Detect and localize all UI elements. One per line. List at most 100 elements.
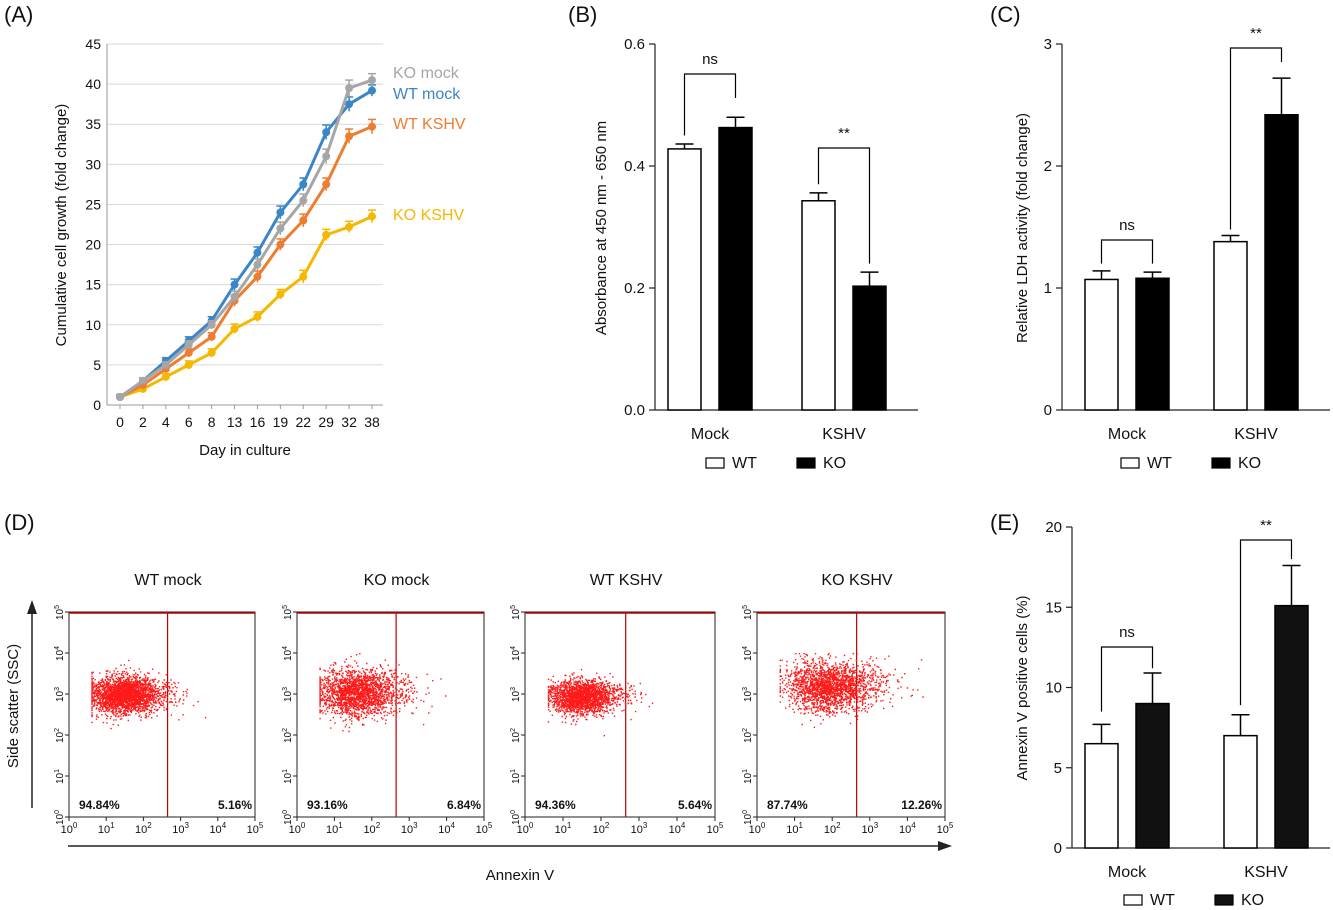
y-tick-label-C: 1 [1044,280,1052,297]
data-point-a [138,376,147,385]
x-category-label-B: Mock [691,426,730,443]
legend-swatch-B [796,457,816,469]
legend-swatch-B [705,457,725,469]
x-tick-label-d: 101 [786,821,803,836]
legend-label-B: WT [732,455,757,472]
significance-label-C: ** [1250,25,1262,42]
x-category-label-B: KSHV [822,426,866,443]
x-tick-label-d: 101 [326,821,343,836]
facs-plot: KO KSHV100100101101102102103103104104105… [742,572,954,836]
y-tick-label-d: 105 [54,605,66,620]
x-tick-label-d: 104 [209,821,226,836]
y-tick-label-d: 104 [742,646,754,661]
bar-C [1264,114,1299,411]
y-tick-label-a: 15 [85,277,101,293]
x-tick-label-d: 101 [98,821,115,836]
y-axis-label-E: Annexin V positive cells (%) [1014,595,1031,780]
data-point-a [116,392,124,401]
y-tick-label-B: 0.4 [624,158,645,175]
legend-label-C: KO [1238,455,1261,472]
y-tick-label-d: 100 [282,810,294,825]
data-point-a [230,292,239,301]
data-point-a [368,76,376,85]
data-point-a [207,348,216,357]
y-tick-label-E: 20 [1045,519,1062,536]
legend-swatch-C [1211,457,1231,469]
data-point-a [276,224,285,233]
y-tick-label-a: 45 [85,36,101,52]
y-tick-label-d: 105 [282,605,294,620]
significance-label-E: ** [1260,517,1272,534]
right-quadrant-percent: 5.16% [218,798,252,812]
x-tick-label-d: 101 [555,821,572,836]
facs-plot-title: WT mock [134,572,202,589]
y-tick-label-d: 102 [282,728,294,743]
data-point-a [345,132,354,141]
series-label-a: WT mock [393,86,461,103]
x-tick-label-a: 32 [341,414,357,430]
bar-E [1274,604,1309,849]
y-tick-label-d: 104 [510,646,522,661]
y-tick-label-d: 101 [282,769,294,784]
x-category-label-C: Mock [1108,426,1147,443]
x-tick-label-a: 29 [318,414,334,430]
data-point-a [368,122,376,131]
data-point-a [322,180,331,189]
y-tick-label-d: 105 [742,605,754,620]
significance-bracket-B [817,147,871,264]
y-tick-label-d: 100 [742,810,754,825]
x-category-label-C: KSHV [1234,426,1278,443]
x-tick-label-d: 102 [363,821,380,836]
y-axis-label-a: Cumulative cell growth (fold change) [53,104,70,347]
x-category-label-E: Mock [1108,864,1147,881]
facs-plot-frame [68,611,256,818]
y-tick-label-d: 104 [54,646,66,661]
bar-C [1135,277,1170,411]
bar-B [667,148,702,411]
facs-plot: WT KSHV100100101101102102103103104104105… [510,572,724,836]
data-point-a [230,280,239,289]
right-quadrant-percent: 5.64% [678,798,712,812]
y-tick-label-d: 102 [510,728,522,743]
bar-E [1223,734,1258,849]
significance-label-E: ns [1119,624,1135,641]
y-tick-label-d: 103 [54,687,66,702]
y-tick-label-a: 5 [93,357,101,373]
left-quadrant-percent: 94.84% [79,798,120,812]
x-tick-label-a: 16 [250,414,266,430]
facs-plot-title: WT KSHV [590,572,663,589]
x-tick-label-a: 4 [162,414,170,430]
data-point-a [368,212,376,221]
y-tick-label-d: 102 [742,728,754,743]
legend-swatch-C [1120,457,1140,469]
panel-a-label: (A) [4,2,34,27]
y-tick-label-a: 0 [93,397,101,413]
bar-C [1213,240,1248,411]
data-point-a [299,216,308,225]
series-label-a: KO mock [393,65,460,82]
facs-dots [91,659,207,730]
x-tick-label-a: 8 [208,414,216,430]
bar-B [801,200,836,411]
x-tick-label-a: 13 [227,414,243,430]
significance-bracket-C [1229,47,1283,230]
y-tick-label-C: 0 [1044,402,1052,419]
y-tick-label-C: 2 [1044,158,1052,175]
x-tick-label-a: 6 [185,414,193,430]
data-point-a [276,208,285,217]
data-point-a [299,180,308,189]
facs-plot-title: KO KSHV [821,572,892,589]
x-tick-label-d: 103 [631,821,648,836]
x-tick-label-a: 19 [273,414,289,430]
bar-B [852,285,887,411]
panel-c-label: (C) [990,2,1021,27]
x-tick-label-a: 22 [295,414,311,430]
data-point-a [161,372,170,381]
y-tick-label-d: 100 [510,810,522,825]
significance-bracket-E [1100,646,1154,712]
facs-dots [779,653,924,728]
x-tick-label-d: 105 [247,821,264,836]
legend-label-B: KO [823,455,846,472]
panel-d-label: (D) [4,510,35,535]
